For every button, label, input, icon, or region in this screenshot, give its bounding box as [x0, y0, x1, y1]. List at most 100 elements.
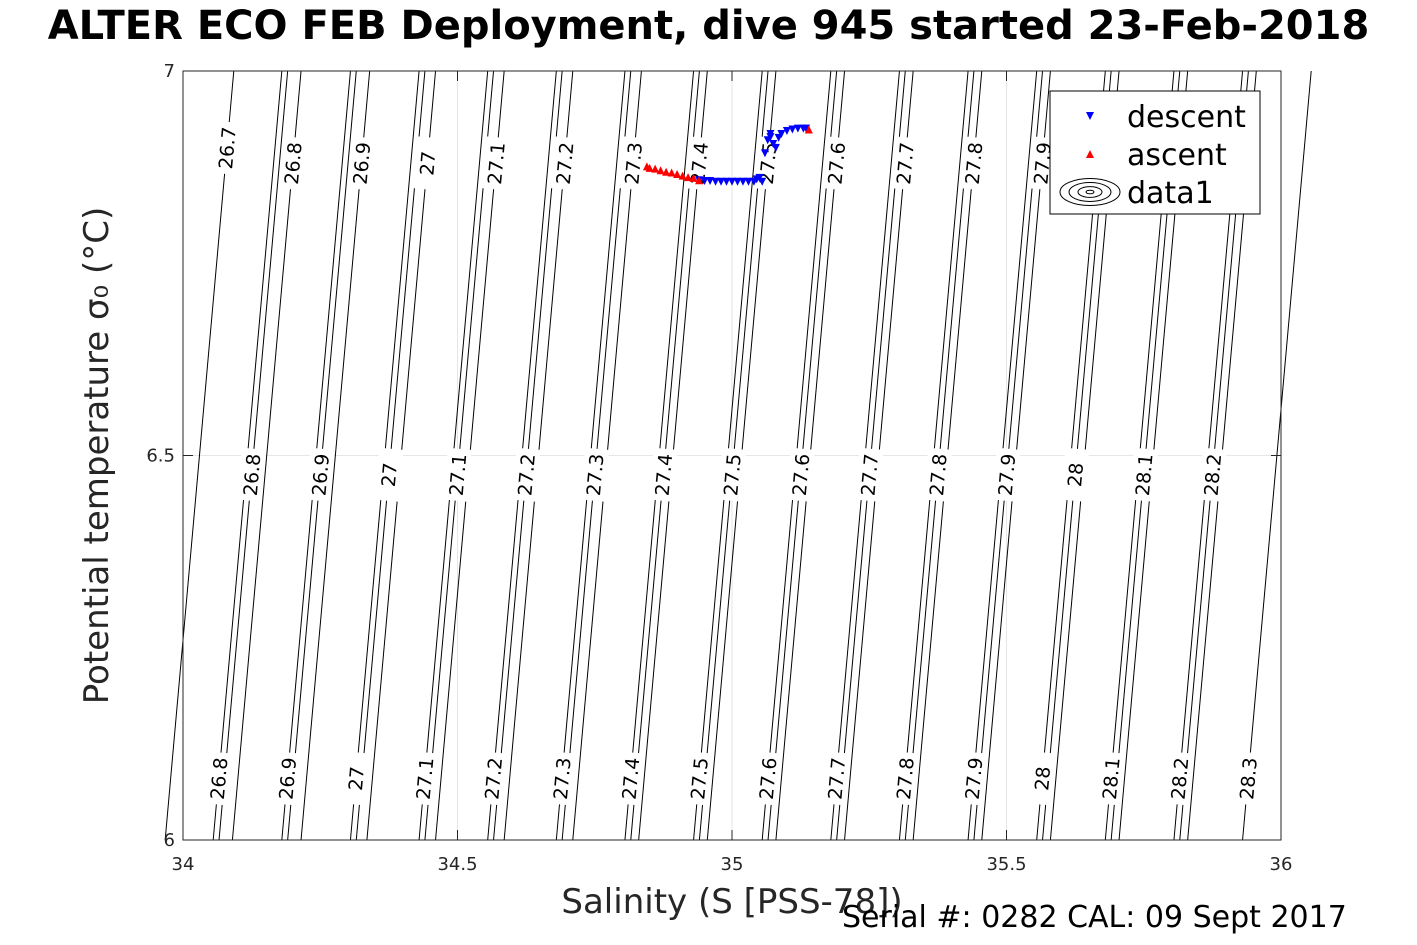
isopycnal-label-text: 27.1 — [484, 141, 510, 185]
isopycnal-label-text: 28.2 — [1201, 453, 1227, 497]
isopycnal-label-text: 27.6 — [789, 453, 815, 497]
isopycnal-label-text: 27 — [345, 766, 369, 792]
isopycnal-label: 27.2 — [478, 751, 508, 806]
isopycnal-label: 27.1 — [443, 447, 472, 502]
isopycnal-label-bg — [923, 447, 953, 502]
ascent-marker — [645, 163, 654, 172]
isopycnal-label: 27.4 — [616, 751, 645, 806]
isopycnal-label-text: 28 — [1064, 462, 1088, 488]
series-ascent — [642, 125, 813, 185]
x-tick-label: 35.5 — [986, 854, 1026, 875]
isopycnal-label: 27.1 — [410, 751, 439, 806]
isopycnal-label: 28.1 — [1129, 447, 1159, 502]
ascent-marker — [804, 125, 813, 134]
isopycnal-label: 27.7 — [822, 751, 851, 806]
isopycnal-label-text: 27.2 — [481, 757, 507, 801]
x-tick-label: 35 — [721, 854, 744, 875]
isopycnal-label-text: 26.8 — [240, 453, 266, 497]
x-axis-label: Salinity (S [PSS-78]) — [561, 882, 902, 922]
descent-marker — [717, 177, 726, 186]
isopycnal-label: 27.6 — [753, 751, 782, 806]
isopycnal-label-bg — [374, 447, 404, 502]
isopycnal-label-text: 27.8 — [926, 453, 952, 497]
x-tick-label: 34 — [172, 854, 195, 875]
isopycnal-label: 26.8 — [237, 447, 266, 502]
isopycnal-label-text: 26.8 — [207, 757, 233, 801]
isopycnal-label: 27.4 — [649, 447, 678, 502]
isopycnal-label-bg — [753, 751, 782, 806]
isopycnal-label-text: 26.9 — [350, 141, 376, 185]
isopycnal-label-text: 27.5 — [720, 453, 746, 497]
isopycnal-label: 27.4 — [684, 136, 714, 191]
isopycnal-label-bg — [786, 447, 815, 502]
isopycnal-label: 27 — [341, 751, 371, 806]
isopycnal-label-bg — [413, 136, 442, 191]
isopycnal-label-bg — [1129, 447, 1159, 502]
isopycnal-label: 26.8 — [278, 136, 308, 191]
isopycnal-label-text: 27.1 — [413, 757, 439, 801]
ascent-marker — [662, 167, 671, 176]
legend-contour-symbol — [1059, 178, 1121, 206]
legend-ascent-marker — [1086, 150, 1094, 158]
isopycnal-label-bg — [992, 447, 1021, 502]
descent-marker — [760, 149, 769, 158]
isopycnal-label-bg — [341, 751, 371, 806]
isopycnal-label-text: 27.4 — [652, 453, 678, 497]
isopycnal-label: 28.2 — [1165, 751, 1194, 806]
x-tick-label: 36 — [1270, 854, 1293, 875]
isopycnal-label-bg — [237, 447, 266, 502]
isopycnal-label-text: 28.1 — [1132, 453, 1158, 497]
y-axis-label: Potential temperature σ₀ (°C) — [77, 207, 117, 705]
descent-marker — [766, 133, 775, 142]
isopycnal-label-bg — [580, 447, 610, 502]
isopycnal-label-bg — [649, 447, 678, 502]
isopycnal-label: 28.1 — [1096, 751, 1126, 806]
isopycnal-label: 28.3 — [1233, 751, 1263, 806]
descent-marker — [782, 126, 791, 135]
isopycnal-label-bg — [481, 136, 511, 191]
isopycnal-label-text: 27.7 — [857, 453, 883, 497]
isopycnal-label-text: 27.2 — [553, 141, 579, 185]
legend-box — [1049, 90, 1261, 215]
isopycnal-label-text: 27.8 — [962, 141, 988, 185]
isopycnal-label-bg — [273, 751, 302, 806]
isopycnal-label: 26.7 — [212, 120, 242, 175]
isopycnal-label-bg — [618, 136, 648, 191]
legend-entry: ascent — [1127, 138, 1227, 173]
isopycnal-label-bg — [547, 751, 577, 806]
isopycnal-label: 27.3 — [580, 447, 610, 502]
isopycnal-label: 27.9 — [992, 447, 1021, 502]
isopycnal-label-text: 27.3 — [550, 757, 576, 801]
serial-cal-note: Serial #: 0282 CAL: 09 Sept 2017 — [842, 900, 1347, 935]
isopycnal-label-bg — [1027, 751, 1057, 806]
isopycnal-label: 27.3 — [547, 751, 577, 806]
isopycnal-label: 26.9 — [273, 751, 302, 806]
descent-marker — [777, 130, 786, 139]
isopycnal-label-text: 26.9 — [308, 453, 334, 497]
isopycnal-label-text: 27 — [378, 462, 402, 488]
isopycnal-label: 28 — [1060, 447, 1090, 502]
axis-ticks: 34 34.5 35 35.5 36 6 6.5 7 — [146, 61, 1292, 875]
ascent-marker — [651, 164, 660, 173]
isopycnal-label-bg — [890, 136, 920, 191]
descent-marker — [744, 177, 753, 186]
ascent-marker — [667, 168, 676, 177]
isopycnal-label-bg — [550, 136, 579, 191]
isopycnal-label: 27.6 — [786, 447, 815, 502]
isopycnal-label-bg — [616, 751, 645, 806]
isopycnal-label-bg — [1060, 447, 1090, 502]
descent-marker — [788, 125, 797, 134]
isopycnal-label-bg — [1233, 751, 1263, 806]
isopycnal-label-bg — [410, 751, 439, 806]
legend-entry: descent — [1127, 100, 1246, 135]
isopycnal-label-bg — [1096, 751, 1126, 806]
isopycnal-label: 27.8 — [959, 136, 988, 191]
isopycnal-label-bg — [959, 751, 988, 806]
isopycnal-label: 27.7 — [854, 447, 884, 502]
isopycnal-label-text: 27.3 — [621, 141, 647, 185]
isopycnal-label-bg — [443, 447, 472, 502]
isopycnal-label-text: 26.8 — [281, 141, 307, 185]
isopycnal-label-bg — [347, 136, 376, 191]
isopycnal-label-bg — [478, 751, 508, 806]
